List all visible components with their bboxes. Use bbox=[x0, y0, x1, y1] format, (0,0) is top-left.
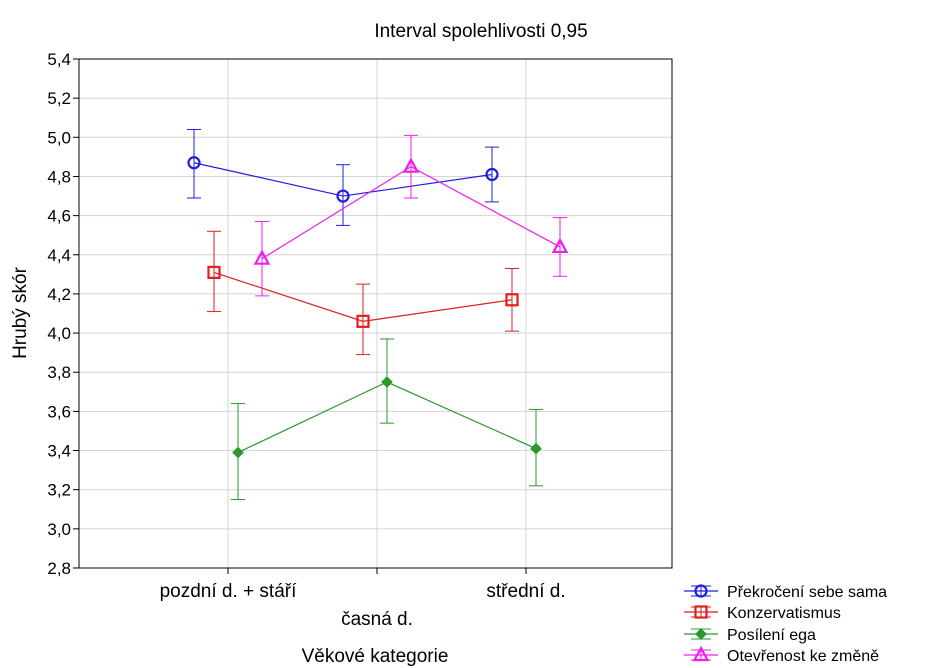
series-layer bbox=[187, 128, 569, 500]
y-axis-label: Hrubý skór bbox=[10, 266, 31, 359]
y-tick-label: 3,8 bbox=[47, 363, 71, 382]
legend-item: Otevřenost ke změně bbox=[684, 645, 879, 665]
x-tick-label: střední d. bbox=[486, 581, 565, 602]
y-tick-label: 4,0 bbox=[47, 324, 71, 343]
y-tick-label: 3,4 bbox=[47, 442, 71, 461]
y-tick-label: 5,0 bbox=[47, 128, 71, 147]
data-point bbox=[551, 237, 569, 254]
legend-marker bbox=[694, 584, 708, 598]
y-axis: 2,8 3,0 3,2 3,4 3,6 3,8 4,0 4,2 4,4 4,6 4,8 5,0 5,2 5… bbox=[47, 50, 79, 578]
series-2 bbox=[231, 338, 543, 500]
grid bbox=[79, 58, 672, 569]
x-axis-label: Věkové kategorie bbox=[302, 646, 449, 667]
y-tick-label: 4,4 bbox=[47, 246, 71, 265]
y-tick-label: 2,8 bbox=[47, 559, 71, 578]
legend-label: Posílení ega bbox=[727, 627, 816, 644]
data-point bbox=[253, 249, 271, 265]
data-point bbox=[402, 157, 420, 173]
legend-marker bbox=[692, 645, 710, 662]
legend-label: Překročení sebe sama bbox=[727, 584, 887, 601]
legend-item: Posílení ega bbox=[684, 627, 816, 644]
data-point bbox=[381, 376, 393, 388]
y-tick-label: 4,6 bbox=[47, 207, 71, 226]
legend: Překročení sebe sama Konzervatismus Posíle… bbox=[684, 584, 887, 665]
y-tick-label: 5,4 bbox=[47, 50, 71, 69]
legend-item: Překročení sebe sama bbox=[684, 584, 887, 601]
x-axis: pozdní d. + stáří časná d. střední d. bbox=[160, 568, 566, 630]
legend-marker bbox=[694, 605, 708, 619]
series-1 bbox=[207, 230, 519, 356]
y-tick-label: 3,6 bbox=[47, 402, 71, 421]
data-point bbox=[530, 442, 542, 455]
data-point bbox=[485, 167, 499, 182]
plot-frame bbox=[78, 58, 673, 569]
data-point bbox=[336, 189, 350, 203]
data-point bbox=[505, 293, 519, 307]
data-point bbox=[232, 446, 244, 459]
legend-marker bbox=[695, 628, 707, 640]
x-tick-label: časná d. bbox=[341, 609, 413, 630]
data-point bbox=[207, 265, 221, 279]
y-tick-label: 4,2 bbox=[47, 285, 71, 304]
legend-label: Otevřenost ke změně bbox=[727, 648, 879, 665]
series-0 bbox=[187, 128, 499, 226]
y-tick-label: 3,0 bbox=[47, 520, 71, 539]
chart-title: Interval spolehlivosti 0,95 bbox=[374, 21, 587, 42]
legend-label: Konzervatismus bbox=[727, 605, 841, 622]
data-point bbox=[187, 156, 201, 170]
y-tick-label: 5,2 bbox=[47, 89, 71, 108]
data-point bbox=[356, 314, 370, 328]
y-tick-label: 3,2 bbox=[47, 481, 71, 500]
x-tick-label: pozdní d. + stáří bbox=[160, 581, 297, 602]
series-3 bbox=[253, 134, 569, 297]
y-tick-label: 4,8 bbox=[47, 167, 71, 186]
legend-item: Konzervatismus bbox=[684, 605, 841, 622]
